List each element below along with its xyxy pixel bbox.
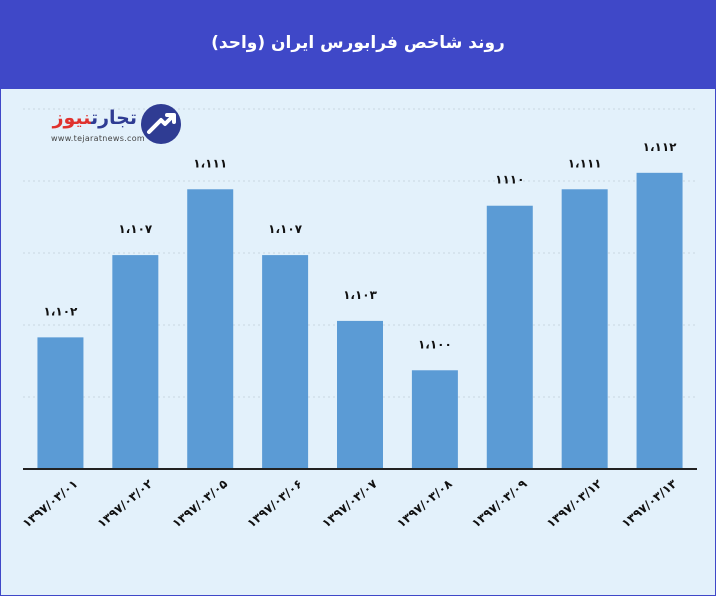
data-label: ۱،۱۰۷ xyxy=(268,222,303,236)
x-tick-label: ۱۳۹۷/۰۳/۰۷ xyxy=(319,476,380,530)
chart-title: روند شاخص فرابورس ایران (واحد) xyxy=(211,33,505,53)
x-tick-label: ۱۳۹۷/۰۳/۰۱ xyxy=(20,477,81,531)
bar xyxy=(411,370,458,469)
bar xyxy=(337,320,383,469)
data-label: ۱،۱۱۱ xyxy=(193,156,227,170)
x-tick-label: ۱۳۹۷/۰۳/۰۹ xyxy=(469,476,530,530)
tejarat-news-logo-icon xyxy=(141,104,181,144)
bar xyxy=(486,205,533,469)
data-label: ۱،۱۰۷ xyxy=(118,222,153,236)
bar xyxy=(37,337,84,469)
logo-url: www.tejaratnews.com xyxy=(51,134,145,143)
data-label: ۱،۱۰۰ xyxy=(418,337,452,351)
x-tick-label: ۱۳۹۷/۰۳/۰۲ xyxy=(95,476,156,530)
logo-wordmark: تجارتنیوز xyxy=(27,106,137,130)
bar xyxy=(262,255,309,469)
data-label: ۱،۱۰۲ xyxy=(44,304,79,318)
data-label: ۱۱۱۰ xyxy=(495,173,524,187)
x-tick-label: ۱۳۹۷/۰۳/۰۶ xyxy=(244,477,305,531)
data-label: ۱،۱۱۱ xyxy=(568,156,602,170)
bar xyxy=(187,189,234,470)
logo-name-part1: تجارت xyxy=(90,107,137,129)
x-tick-label: ۱۳۹۷/۰۳/۱۳ xyxy=(619,476,680,530)
logo: تجارتنیوز www.tejaratnews.com xyxy=(23,104,181,156)
data-label: ۱،۱۰۳ xyxy=(343,288,378,302)
data-label: ۱،۱۱۲ xyxy=(643,140,678,154)
bar xyxy=(112,255,159,469)
x-tick-label: ۱۳۹۷/۰۳/۱۲ xyxy=(544,476,605,530)
bar xyxy=(561,189,608,470)
header-bar: روند شاخص فرابورس ایران (واحد) xyxy=(1,1,715,89)
x-tick-label: ۱۳۹۷/۰۳/۰۵ xyxy=(170,477,231,531)
x-tick-label: ۱۳۹۷/۰۳/۰۸ xyxy=(394,476,455,530)
logo-name-part2: نیوز xyxy=(52,107,91,129)
bar xyxy=(636,172,683,469)
